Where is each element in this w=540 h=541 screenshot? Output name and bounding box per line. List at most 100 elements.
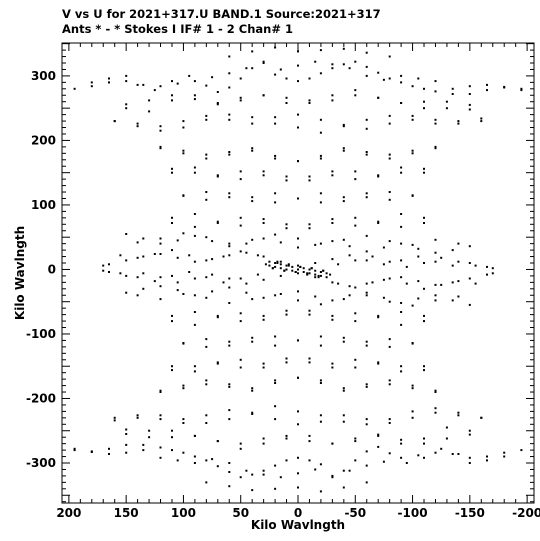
data-point bbox=[354, 440, 357, 443]
data-point bbox=[262, 222, 265, 224]
data-point bbox=[113, 419, 116, 422]
data-point bbox=[319, 463, 322, 466]
x-tick-label: 200 bbox=[56, 506, 81, 520]
data-point bbox=[297, 64, 299, 67]
x-tick-label: 100 bbox=[171, 506, 196, 520]
x-tick-label: -50 bbox=[344, 506, 366, 520]
data-point bbox=[73, 449, 76, 452]
data-point bbox=[159, 446, 162, 449]
data-point bbox=[251, 122, 254, 125]
data-point bbox=[205, 157, 208, 160]
data-point bbox=[365, 250, 368, 253]
data-point bbox=[205, 84, 208, 87]
data-point bbox=[382, 246, 385, 249]
data-point bbox=[228, 245, 231, 248]
data-point bbox=[285, 434, 288, 437]
data-point bbox=[342, 200, 345, 203]
data-point bbox=[274, 382, 277, 384]
data-point bbox=[388, 260, 391, 263]
data-point bbox=[354, 459, 357, 462]
data-point bbox=[299, 265, 302, 268]
data-point bbox=[297, 472, 299, 475]
data-point bbox=[365, 153, 368, 156]
data-point bbox=[251, 196, 254, 199]
data-point bbox=[423, 456, 425, 459]
data-point bbox=[342, 123, 345, 126]
data-point bbox=[480, 416, 483, 419]
data-point bbox=[423, 437, 425, 440]
data-point bbox=[388, 383, 391, 386]
data-point bbox=[211, 258, 214, 261]
data-point bbox=[216, 175, 219, 178]
data-point bbox=[211, 290, 214, 293]
data-point bbox=[251, 413, 254, 415]
data-point bbox=[176, 82, 179, 85]
data-point bbox=[411, 149, 414, 152]
data-point bbox=[182, 194, 185, 197]
data-point bbox=[377, 361, 380, 364]
data-point bbox=[314, 60, 317, 63]
data-point bbox=[239, 224, 242, 227]
data-point bbox=[319, 414, 322, 417]
data-point bbox=[388, 198, 391, 201]
data-point bbox=[148, 429, 151, 432]
data-point bbox=[486, 83, 488, 86]
data-point bbox=[285, 309, 288, 312]
data-point bbox=[365, 294, 368, 297]
data-point bbox=[239, 312, 242, 315]
data-point bbox=[274, 201, 277, 204]
data-point bbox=[262, 473, 265, 476]
data-point bbox=[228, 86, 231, 89]
data-point bbox=[388, 418, 391, 421]
data-point bbox=[308, 227, 311, 230]
data-point bbox=[297, 126, 299, 129]
data-point bbox=[228, 113, 231, 116]
data-point bbox=[274, 344, 277, 347]
data-point bbox=[310, 267, 313, 270]
data-point bbox=[382, 460, 385, 463]
data-point bbox=[182, 149, 185, 152]
data-point bbox=[423, 100, 425, 103]
data-point bbox=[440, 256, 443, 259]
data-point bbox=[319, 242, 322, 245]
data-point bbox=[297, 237, 299, 240]
data-point bbox=[486, 455, 488, 458]
data-point bbox=[371, 281, 374, 284]
data-point bbox=[308, 179, 311, 182]
data-point bbox=[468, 462, 471, 464]
data-point bbox=[457, 280, 460, 283]
data-point bbox=[297, 423, 299, 426]
data-point bbox=[388, 300, 391, 303]
data-point bbox=[319, 271, 322, 273]
data-point bbox=[274, 405, 277, 408]
data-point bbox=[262, 296, 265, 299]
data-point bbox=[171, 314, 173, 317]
data-point bbox=[331, 67, 334, 70]
data-point bbox=[102, 264, 105, 267]
data-point bbox=[331, 170, 334, 173]
data-point bbox=[405, 265, 408, 268]
data-point bbox=[142, 237, 145, 240]
data-point bbox=[125, 103, 128, 106]
data-point bbox=[136, 256, 139, 259]
data-point bbox=[319, 131, 322, 134]
data-point bbox=[423, 287, 425, 290]
data-point bbox=[182, 293, 185, 295]
data-point bbox=[319, 379, 322, 382]
data-point bbox=[283, 269, 286, 272]
data-point bbox=[285, 102, 288, 104]
data-point bbox=[262, 318, 265, 321]
data-point bbox=[256, 254, 259, 257]
data-point bbox=[451, 281, 454, 284]
data-point bbox=[276, 260, 279, 263]
data-point bbox=[279, 68, 282, 71]
data-point bbox=[354, 178, 357, 181]
data-point bbox=[486, 265, 488, 268]
data-point bbox=[171, 369, 173, 372]
data-point bbox=[457, 411, 460, 414]
data-point bbox=[377, 71, 380, 74]
data-point bbox=[342, 420, 345, 423]
data-point bbox=[205, 114, 208, 117]
data-point bbox=[388, 55, 391, 58]
data-point bbox=[388, 77, 391, 80]
